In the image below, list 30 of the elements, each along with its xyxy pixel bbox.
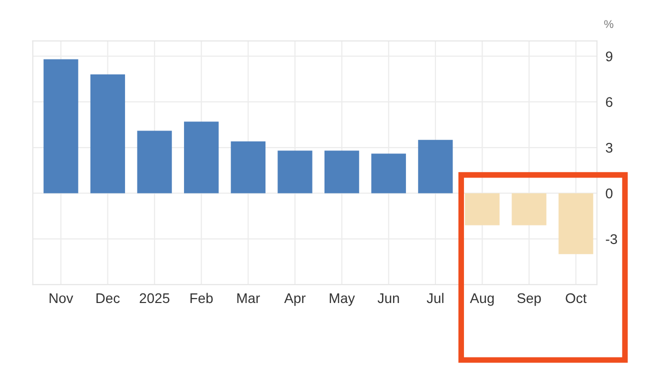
x-tick-label: Dec (96, 293, 120, 304)
x-tick-label: Oct (566, 293, 587, 304)
x-tick-label: Mar (237, 293, 260, 304)
bar (558, 193, 594, 254)
bar (44, 59, 78, 194)
bar (278, 150, 312, 194)
x-tick-label: 2025 (140, 293, 170, 304)
bar (137, 130, 172, 194)
bar (464, 193, 500, 226)
y-tick-label: 9 (606, 51, 612, 62)
x-tick-label: Jun (378, 293, 399, 304)
y-tick-label: -3 (606, 234, 618, 244)
x-tick-label: Feb (190, 292, 213, 304)
bar (324, 150, 360, 194)
y-tick-label: 0 (606, 188, 612, 198)
bar (371, 154, 406, 194)
y-tick-label: 6 (606, 97, 612, 108)
bar (512, 193, 546, 226)
x-tick-label: Aug (470, 293, 494, 306)
bar (184, 122, 219, 194)
x-tick-label: Jul (426, 292, 444, 304)
x-tick-label: Sep (517, 293, 541, 306)
y-tick-label: 3 (606, 142, 612, 153)
bar (230, 141, 266, 194)
x-tick-label: May (330, 293, 355, 306)
bar (90, 74, 126, 194)
x-tick-label: Apr (284, 293, 306, 306)
bar (418, 140, 453, 194)
y-axis-title: % (604, 20, 614, 28)
x-tick-label: Nov (50, 293, 74, 304)
